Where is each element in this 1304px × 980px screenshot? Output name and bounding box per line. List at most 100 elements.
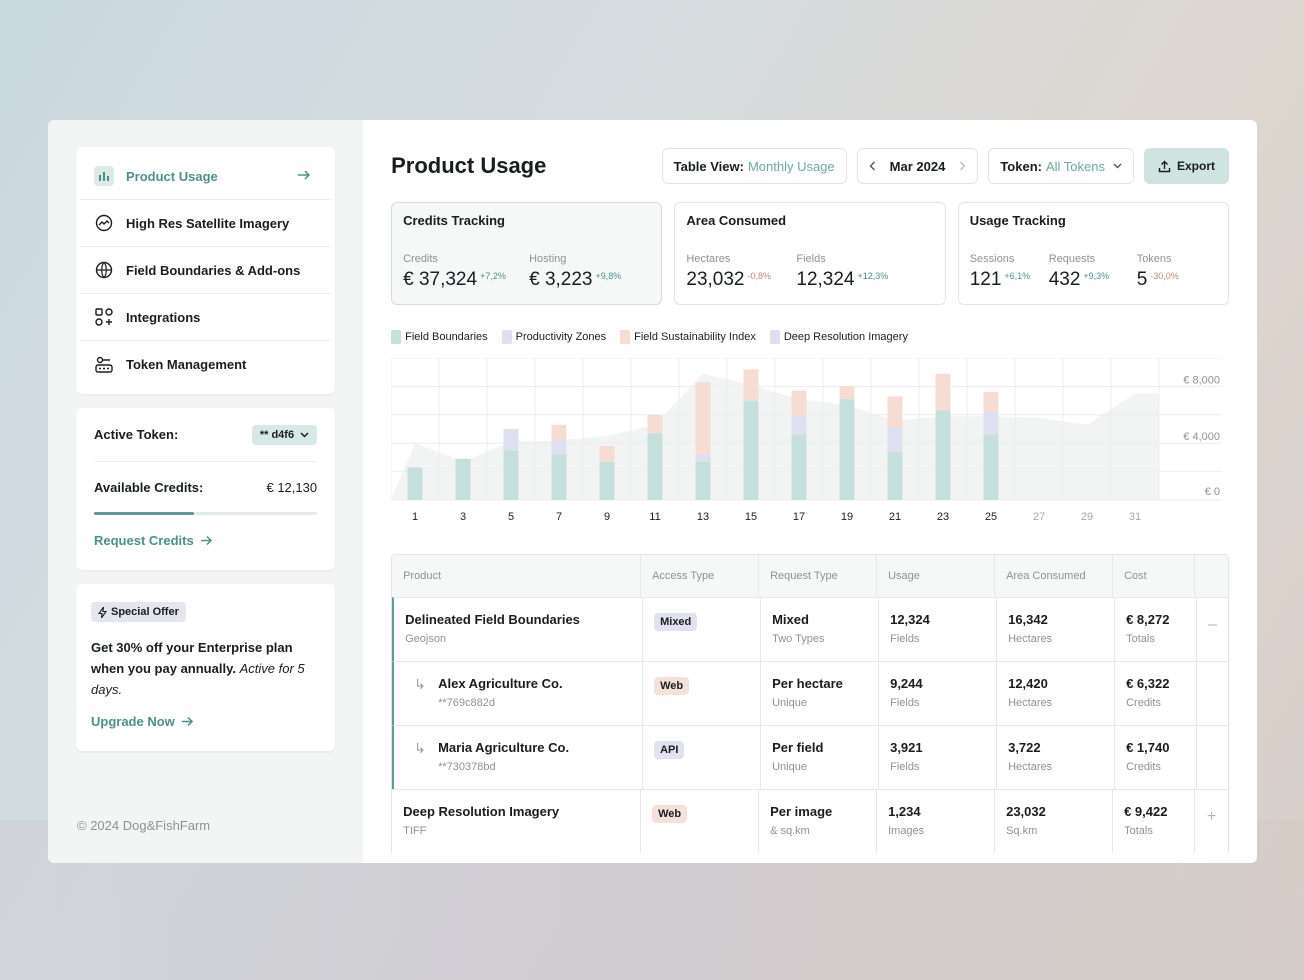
y-tick-label: € 0 <box>1205 486 1220 498</box>
offer-text-duration: Active for 5 days. <box>91 660 305 697</box>
usage-tracking-card[interactable]: Usage Tracking Sessions 121 +6,1% Request… <box>957 202 1229 305</box>
expand-toggle[interactable]: + <box>1206 808 1217 825</box>
legend-label: Field Sustainability Index <box>634 331 756 343</box>
upgrade-now-link[interactable]: Upgrade Now <box>91 714 194 729</box>
cost-unit: Credits <box>1126 761 1161 773</box>
table-row[interactable]: Delineated Field Boundaries Geojson Mixed M… <box>392 597 1228 661</box>
stat-value: 23,032 <box>686 269 745 290</box>
stat-item: Hectares 23,032 -0,8% <box>686 253 796 291</box>
legend-item-deep-resolution[interactable]: Deep Resolution Imagery <box>769 330 908 344</box>
usage-value: 9,244 <box>890 676 923 691</box>
cost-value: € 9,422 <box>1124 804 1168 819</box>
expand-toggle <box>1197 726 1228 789</box>
x-tick-label: 29 <box>1081 511 1093 523</box>
usage-value: 1,234 <box>888 804 921 819</box>
sidebar-item-integrations[interactable]: Integrations <box>80 294 332 341</box>
usage-chart: € 0 € 4,000 € 8,000 1 3 5 7 9 11 13 15 17 19 21 23 25 27… <box>391 358 1229 528</box>
table-view-select[interactable]: Table View: Monthly Usage <box>661 148 847 184</box>
cost-cell: € 8,272 Totals <box>1115 598 1198 661</box>
chart-legend: Field Boundaries Productivity Zones Fiel… <box>391 330 1229 344</box>
x-tick-label: 21 <box>889 511 901 523</box>
area-value: 12,420 <box>1008 676 1048 691</box>
legend-swatch <box>620 330 631 344</box>
sidebar-item-label: Field Boundaries & Add-ons <box>126 262 301 278</box>
legend-item-productivity-zones[interactable]: Productivity Zones <box>501 330 607 344</box>
usage-value: 12,324 <box>890 612 930 627</box>
bar-chart-icon <box>94 166 114 186</box>
bar-segment-field-sustainability-index <box>791 390 807 417</box>
sidebar-item-token-management[interactable]: Token Management <box>80 341 331 388</box>
stat-value-wrap: € 3,223 +9,8% <box>529 269 621 291</box>
column-header[interactable]: Usage <box>877 555 996 597</box>
x-tick-label: 7 <box>556 511 562 523</box>
stat-label: Hosting <box>529 253 567 265</box>
cost-value: € 6,322 <box>1126 676 1170 691</box>
column-header[interactable]: Cost <box>1113 555 1196 597</box>
legend-label: Productivity Zones <box>515 331 607 343</box>
area-unit: Hectares <box>1008 633 1053 645</box>
credits-tracking-card[interactable]: Credits Tracking Credits € 37,324 +7,2% H… <box>391 202 663 305</box>
x-tick-label: 9 <box>604 511 610 523</box>
expand-toggle <box>1197 662 1228 725</box>
column-header[interactable]: Area Consumed <box>995 555 1114 597</box>
export-label: Export <box>1176 159 1215 173</box>
request-type-sub: Unique <box>772 761 807 773</box>
x-tick-label: 15 <box>745 511 757 523</box>
stat-value: € 37,324 <box>403 269 478 290</box>
request-type-sub: & sq.km <box>770 825 810 837</box>
table-row[interactable]: ↳ Alex Agriculture Co. **769c882d Web Per he… <box>392 661 1228 725</box>
child-product: ↳ Alex Agriculture Co. **769c882d <box>405 676 631 709</box>
apps-icon <box>94 307 114 327</box>
stat-value-wrap: 121 +6,1% <box>970 269 1049 291</box>
token-select[interactable]: ** d4f6 <box>251 424 318 445</box>
sidebar-item-field-boundaries[interactable]: Field Boundaries & Add-ons <box>80 247 332 294</box>
area-consumed-card[interactable]: Area Consumed Hectares 23,032 -0,8% Field… <box>674 202 946 305</box>
stat-item: Hosting € 3,223 +9,8% <box>529 253 621 291</box>
upgrade-now-label: Upgrade Now <box>91 713 175 729</box>
stat-delta: -0,8% <box>747 271 772 281</box>
satellite-icon <box>94 213 114 233</box>
prev-month-button[interactable] <box>869 159 876 174</box>
usage-unit: Fields <box>890 697 920 709</box>
column-header[interactable]: Access Type <box>641 555 760 597</box>
request-type: Mixed <box>772 612 809 627</box>
table-body: Delineated Field Boundaries Geojson Mixed M… <box>392 597 1228 853</box>
stat-value-wrap: 432 +9,3% <box>1049 269 1137 291</box>
stat-label: Sessions <box>969 253 1015 265</box>
sidebar-item-label: Token Management <box>126 357 247 372</box>
legend-item-field-boundaries[interactable]: Field Boundaries <box>391 330 488 344</box>
column-header[interactable]: Product <box>392 555 642 597</box>
available-credits-row: Available Credits: € 12,130 <box>94 462 317 512</box>
bar-segment-productivity-zones <box>503 429 519 451</box>
request-credits-link[interactable]: Request Credits <box>94 533 213 548</box>
legend-item-sustainability-index[interactable]: Field Sustainability Index <box>620 330 756 344</box>
sidebar-nav: Product Usage High Res Satellite Imagery… <box>76 147 336 394</box>
export-button[interactable]: Export <box>1143 148 1229 184</box>
cost-cell: € 1,740 Credits <box>1115 726 1198 789</box>
bar-segment-field-sustainability-index <box>599 446 615 462</box>
request-cell: Per image & sq.km <box>759 790 878 853</box>
bar-segment-field-boundaries <box>935 410 951 500</box>
product-sub: **769c882d <box>438 697 495 709</box>
product-name: Alex Agriculture Co. <box>438 676 563 691</box>
product-cell: ↳ Alex Agriculture Co. **769c882d <box>394 662 644 725</box>
expand-toggle[interactable]: – <box>1208 616 1217 633</box>
bar-segment-productivity-zones <box>983 411 999 435</box>
access-cell: Mixed <box>643 598 762 661</box>
sidebar-item-satellite[interactable]: High Res Satellite Imagery <box>80 200 332 247</box>
table-row[interactable]: ↳ Maria Agriculture Co. **730378bd API Per f… <box>392 725 1228 789</box>
area-value: 23,032 <box>1006 804 1046 819</box>
column-header[interactable]: Request Type <box>759 555 878 597</box>
x-tick-label: 23 <box>937 511 949 523</box>
sidebar-item-label: Product Usage <box>126 168 218 184</box>
product-text: Maria Agriculture Co. **730378bd <box>438 740 569 773</box>
token-filter-select[interactable]: Token: All Tokens <box>988 148 1134 184</box>
cost-cell: € 9,422 Totals <box>1113 790 1196 853</box>
sidebar-item-product-usage[interactable]: Product Usage <box>80 153 332 200</box>
bar-segment-field-sustainability-index <box>743 369 759 401</box>
stat-label: Requests <box>1048 253 1096 265</box>
table-view-value: Monthly Usage <box>747 158 835 174</box>
table-row[interactable]: Deep Resolution Imagery TIFF Web Per image &… <box>392 789 1228 853</box>
stat-delta: +7,2% <box>480 271 506 281</box>
next-month-button[interactable] <box>959 159 966 174</box>
